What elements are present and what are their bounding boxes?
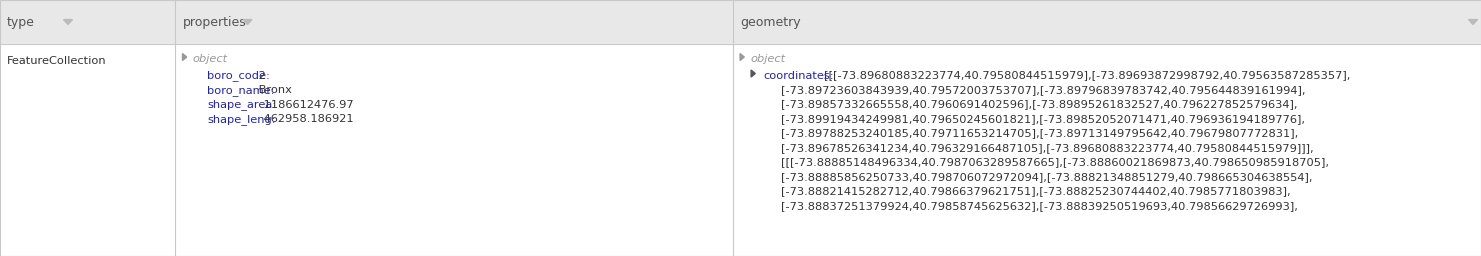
Polygon shape (243, 19, 252, 25)
Bar (0, 44, 1481, 256)
Text: FeatureCollection: FeatureCollection (7, 56, 107, 66)
Text: [[[-73.88885148496334,40.7987063289587665],[-73.88860021869873,40.79865098591870: [[[-73.88885148496334,40.798706328958766… (780, 157, 1328, 167)
Text: boro_code:: boro_code: (207, 71, 271, 81)
Text: 2: 2 (256, 71, 267, 81)
Text: shape_leng:: shape_leng: (207, 114, 275, 125)
Text: [-73.88837251379924,40.79858745625632],[-73.88839250519693,40.79856629726993],: [-73.88837251379924,40.79858745625632],[… (780, 201, 1297, 211)
Text: object: object (749, 54, 785, 64)
Text: [-73.88821415282712,40.79866379621751],[-73.88825230744402,40.7985771803983],: [-73.88821415282712,40.79866379621751],[… (780, 187, 1291, 197)
Text: properties: properties (182, 16, 246, 28)
Text: [-73.89788253240185,40.79711653214705],[-73.89713149795642,40.79679807772831],: [-73.89788253240185,40.79711653214705],[… (780, 129, 1299, 138)
Text: object: object (193, 54, 228, 64)
Text: [-73.89678526341234,40.796329166487105],[-73.89680883223774,40.79580844515979]]]: [-73.89678526341234,40.796329166487105],… (780, 143, 1314, 153)
Text: coordinates:: coordinates: (763, 71, 834, 81)
Text: [-73.89723603843939,40.79572003753707],[-73.89796839783742,40.795644839161994],: [-73.89723603843939,40.79572003753707],[… (780, 85, 1306, 95)
Text: 462958.186921: 462958.186921 (261, 114, 354, 124)
Polygon shape (740, 54, 745, 60)
Bar (0, 0, 1481, 44)
Text: Bronx: Bronx (256, 85, 292, 95)
Text: [-73.89919434249981,40.79650245601821],[-73.89852052071471,40.796936194189776],: [-73.89919434249981,40.79650245601821],[… (780, 114, 1305, 124)
Text: [[[-73.89680883223774,40.79580844515979],[-73.89693872998792,40.79563587285357],: [[[-73.89680883223774,40.79580844515979]… (823, 71, 1351, 81)
Polygon shape (64, 19, 73, 25)
Polygon shape (182, 54, 187, 60)
Polygon shape (751, 70, 755, 77)
Text: boro_name:: boro_name: (207, 85, 275, 96)
Text: type: type (7, 16, 36, 28)
Polygon shape (1469, 19, 1478, 25)
Text: 1186612476.97: 1186612476.97 (261, 100, 354, 110)
Text: geometry: geometry (740, 16, 801, 28)
Text: shape_area:: shape_area: (207, 100, 277, 110)
Text: [-73.88885856250733,40.798706072972094],[-73.88821348851279,40.798665304638554],: [-73.88885856250733,40.798706072972094],… (780, 172, 1312, 182)
Text: [-73.89857332665558,40.7960691402596],[-73.89895261832527,40.796227852579634],: [-73.89857332665558,40.7960691402596],[-… (780, 100, 1297, 110)
